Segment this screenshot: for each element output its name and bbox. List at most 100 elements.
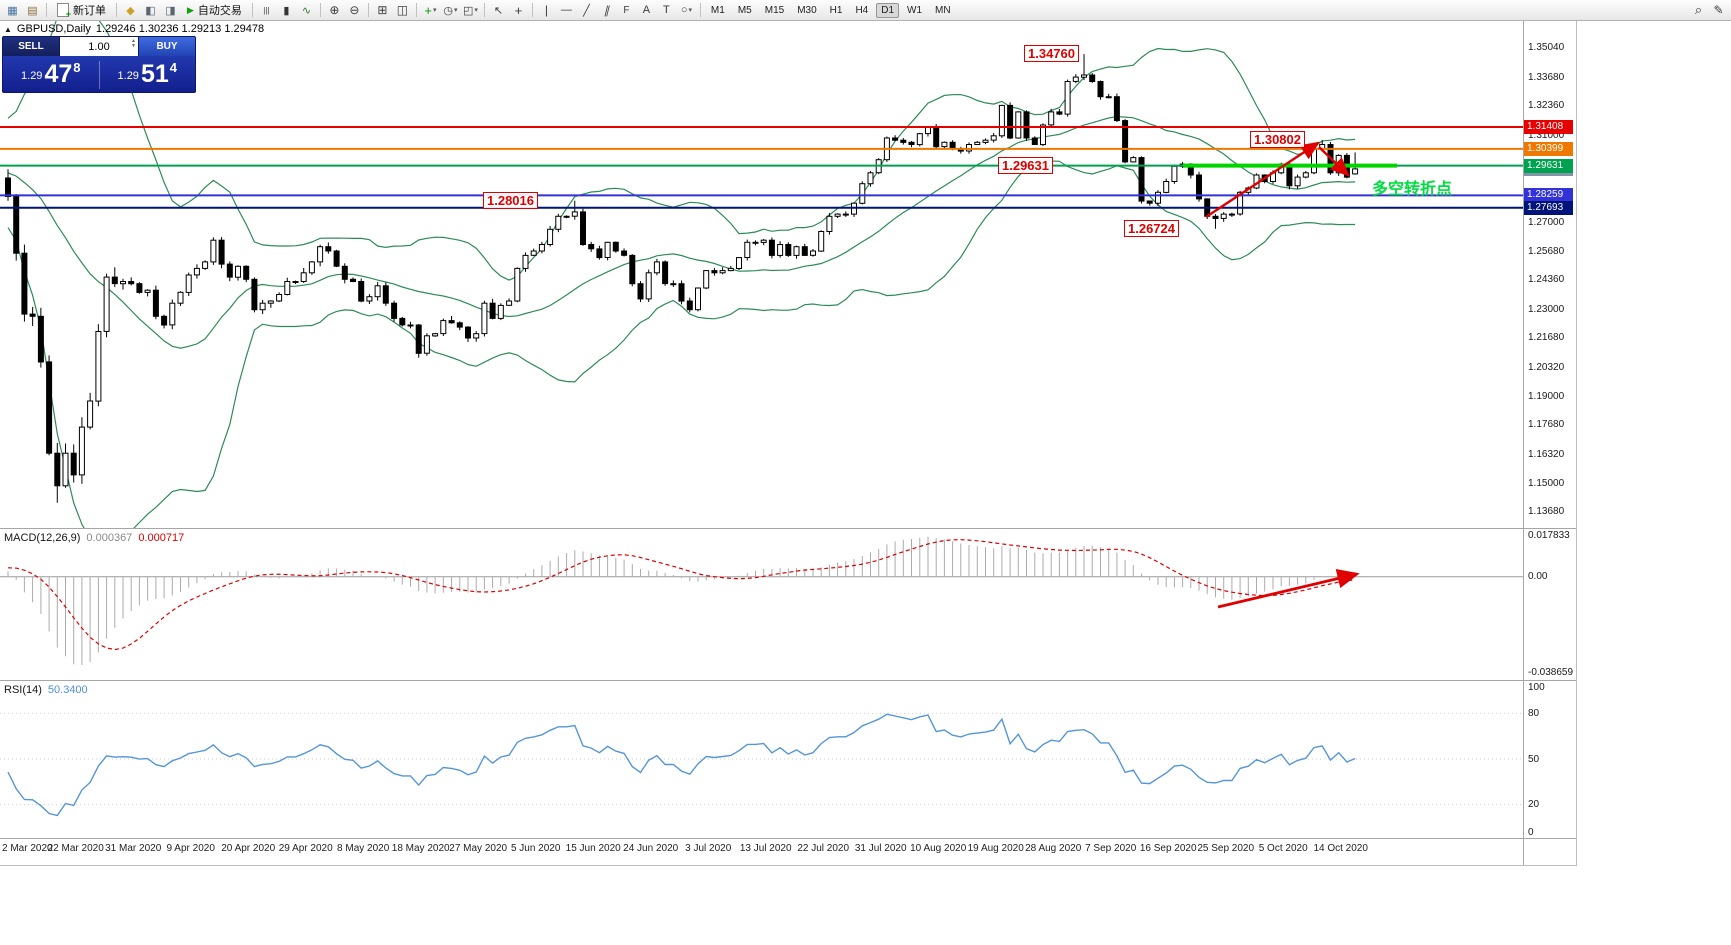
macd-axis-label: 0.017833: [1528, 530, 1570, 541]
buy-price-big: 51: [140, 59, 169, 88]
toolbar-separator: [319, 3, 321, 17]
cascade-windows-icon-glyph: ◫: [396, 3, 409, 17]
macd-pane[interactable]: [0, 529, 1523, 680]
spinner-up-icon[interactable]: ▲: [131, 38, 136, 44]
navigator-icon[interactable]: ◧: [141, 2, 160, 19]
draw-icon-glyph: ✎: [1713, 3, 1724, 17]
trend-arrow: [1205, 141, 1321, 219]
channel-icon[interactable]: ∥: [597, 2, 616, 19]
time-label: 31 Jul 2020: [854, 843, 907, 854]
timeframe-button-d1[interactable]: D1: [876, 2, 900, 18]
rsi-label: RSI(14) 50.3400: [4, 684, 88, 696]
metaeditor-icon[interactable]: ◆: [121, 2, 140, 19]
timeframe-button-m1[interactable]: M1: [710, 4, 725, 16]
rsi-axis-label: 20: [1528, 799, 1540, 811]
main-chart[interactable]: [0, 21, 1523, 528]
price-tick: 1.19000: [1528, 390, 1565, 402]
rsi-pane[interactable]: [0, 681, 1523, 838]
sell-price[interactable]: 1.29 47 8: [3, 60, 99, 90]
macd-label: MACD(12,26,9) 0.000367 0.000717: [4, 532, 184, 544]
time-label: 22 Jul 2020: [797, 843, 850, 854]
time-label: 18 May 2020: [391, 843, 450, 854]
toolbar: ▦▤ 新订单 ◆ ◧ ◨▶自动交易 ||| ▮ ∿ ⊕⊖ ⊞ ◫ +▾◷▾◰▾ ↖+ | — ╱∥ FAT○▾ M…: [0, 0, 1731, 21]
cascade-windows-icon[interactable]: ◫: [393, 2, 412, 19]
terminal-icon[interactable]: ◨: [161, 2, 180, 19]
toolbar-separator: [699, 3, 701, 17]
zoom-in-icon[interactable]: ⊕: [325, 2, 344, 19]
draw-icon[interactable]: ✎: [1709, 2, 1728, 19]
zoom-out-icon[interactable]: ⊖: [345, 2, 364, 19]
price-tick: 1.17680: [1528, 419, 1565, 431]
pane-divider[interactable]: [0, 680, 1576, 681]
one-click-trading-panel: SELL 1.00 ▲ ▼ BUY 1.29 47 8 1.29 51 4: [2, 36, 196, 93]
macd-axis-label: 0.00: [1528, 570, 1548, 582]
volume-spinner[interactable]: ▲ ▼: [131, 39, 136, 49]
crosshair-icon[interactable]: +: [509, 2, 528, 19]
line-chart-icon-glyph: ∿: [301, 4, 312, 17]
timeframe-button-h1[interactable]: H1: [829, 4, 843, 16]
sell-button[interactable]: SELL: [3, 37, 60, 56]
fibonacci-icon[interactable]: F: [617, 2, 636, 19]
new-order-button[interactable]: 新订单: [51, 1, 112, 20]
time-label: 3 Jul 2020: [685, 843, 732, 854]
sell-price-sup: 8: [73, 59, 81, 75]
macd-signal-value: 0.000717: [138, 532, 185, 544]
text-icon[interactable]: A: [637, 2, 656, 19]
price-tick: 1.27000: [1528, 216, 1565, 228]
time-label: 9 Apr 2020: [166, 843, 215, 854]
search-icon[interactable]: ⌕: [1689, 2, 1708, 19]
time-label: 14 Oct 2020: [1313, 843, 1368, 854]
time-label: 29 Apr 2020: [278, 843, 333, 854]
timeframe-button-w1[interactable]: W1: [907, 4, 923, 16]
one-click-panel-toggle[interactable]: ▲: [4, 24, 12, 34]
horizontal-line-icon-glyph: —: [560, 4, 572, 16]
price-tick: 1.25680: [1528, 245, 1565, 257]
time-label: 2 Mar 2020: [2, 843, 53, 854]
time-label: 19 Aug 2020: [967, 843, 1024, 854]
timeframe-button-m15[interactable]: M15: [764, 4, 785, 16]
line-chart-icon[interactable]: ∿: [297, 2, 316, 19]
indicators-icon[interactable]: + ▾: [421, 2, 440, 19]
toolbar-separator: [415, 3, 417, 17]
horizontal-line-icon[interactable]: —: [557, 2, 576, 19]
bar-chart-icon[interactable]: |||: [257, 2, 276, 19]
volume-value: 1.00: [88, 40, 110, 53]
shapes-icon[interactable]: ○ ▾: [677, 2, 696, 19]
bollinger-bands: [7, 21, 1356, 528]
label-icon[interactable]: T: [657, 2, 676, 19]
pane-divider[interactable]: [0, 528, 1576, 529]
templates-icon[interactable]: ◰ ▾: [461, 2, 480, 19]
timeframe-button-m5[interactable]: M5: [737, 4, 752, 16]
buy-price[interactable]: 1.29 51 4: [100, 60, 196, 90]
spinner-down-icon[interactable]: ▼: [131, 43, 136, 49]
candlestick-icon-glyph: ▮: [283, 4, 290, 17]
cursor-icon[interactable]: ↖: [489, 2, 508, 19]
ohlc-values: 1.29246 1.30236 1.29213 1.29478: [95, 23, 265, 35]
time-label: 13 Jul 2020: [739, 843, 792, 854]
timeframe-button-m30[interactable]: M30: [797, 4, 817, 16]
buy-button[interactable]: BUY: [138, 37, 195, 56]
trendline-icon[interactable]: ╱: [577, 2, 596, 19]
autotrading-play-icon: ▶: [187, 4, 194, 15]
time-label: 7 Sep 2020: [1085, 843, 1137, 854]
candlestick-icon[interactable]: ▮: [277, 2, 296, 19]
price-annotation: 1.34760: [1024, 45, 1079, 62]
profiles-icon[interactable]: ▤: [23, 2, 42, 19]
new-chart-icon[interactable]: ▦: [3, 2, 22, 19]
volume-input[interactable]: 1.00 ▲ ▼: [60, 37, 138, 56]
autotrading-button[interactable]: ▶ 自动交易: [181, 1, 248, 20]
navigator-icon-glyph: ◧: [145, 4, 156, 17]
rsi-axis-label: 80: [1528, 707, 1540, 719]
new-order-icon: [57, 3, 71, 19]
rsi-line: [7, 713, 1356, 817]
timeframe-button-mn[interactable]: MN: [935, 4, 951, 16]
timeframe-button-h4[interactable]: H4: [855, 4, 869, 16]
price-tick: 1.31000: [1528, 129, 1565, 141]
text-icon-glyph: A: [642, 4, 651, 16]
periods-icon[interactable]: ◷ ▾: [441, 2, 460, 19]
fibonacci-icon-glyph: F: [623, 4, 630, 16]
tile-windows-icon[interactable]: ⊞: [373, 2, 392, 19]
vertical-line-icon[interactable]: |: [537, 2, 556, 19]
buy-price-prefix: 1.29: [117, 69, 139, 82]
toolbar-separator: [46, 3, 47, 17]
